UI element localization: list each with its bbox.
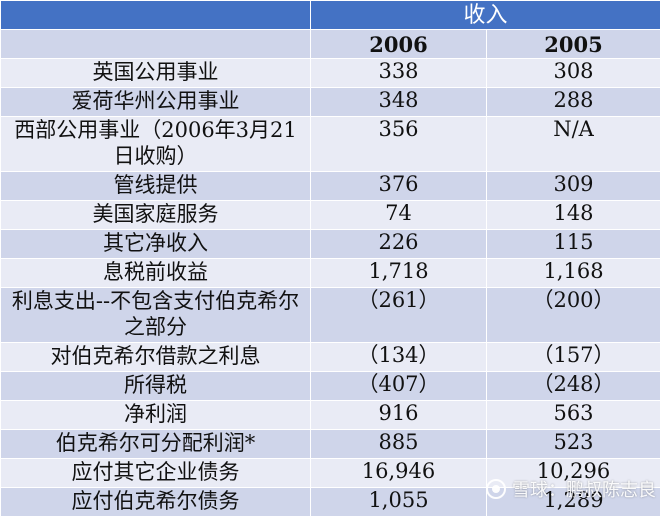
table-row: 对伯克希尔借款之利息 （134） （157）	[1, 343, 660, 372]
value-2005: 115	[487, 230, 660, 259]
value-2006: 348	[311, 88, 487, 117]
year-2005-header: 2005	[487, 30, 660, 59]
value-2005: 308	[487, 59, 660, 88]
row-label: 英国公用事业	[1, 59, 311, 88]
value-2005: N/A	[487, 117, 660, 172]
watermark: 雪球：鹏叔陈志良	[486, 476, 656, 502]
row-label: 管线提供	[1, 172, 311, 201]
group-header: 收入	[311, 1, 660, 30]
snowball-logo-icon	[486, 479, 506, 499]
row-label: 应付其它企业债务	[1, 459, 311, 488]
value-2005: （248）	[487, 372, 660, 401]
year-header-row: 2006 2005	[1, 30, 660, 59]
table-row: 息税前收益 1,718 1,168	[1, 259, 660, 288]
table-row: 美国家庭服务 74 148	[1, 201, 660, 230]
row-label: 所得税	[1, 372, 311, 401]
table-row: 净利润 916 563	[1, 401, 660, 430]
row-label: 伯克希尔可分配利润*	[1, 430, 311, 459]
year-2006-header: 2006	[311, 30, 487, 59]
value-2005: （157）	[487, 343, 660, 372]
row-label: 应付伯克希尔债务	[1, 488, 311, 517]
row-label: 净利润	[1, 401, 311, 430]
year-label-blank	[1, 30, 311, 59]
row-label: 其它净收入	[1, 230, 311, 259]
table-row: 爱荷华州公用事业 348 288	[1, 88, 660, 117]
row-label: 美国家庭服务	[1, 201, 311, 230]
row-label: 爱荷华州公用事业	[1, 88, 311, 117]
group-header-row: 收入	[1, 1, 660, 30]
value-2006: 1,718	[311, 259, 487, 288]
value-2006: 356	[311, 117, 487, 172]
table-row: 英国公用事业 338 308	[1, 59, 660, 88]
table-row: 利息支出--不包含支付伯克希尔之部分 （261） （200）	[1, 288, 660, 343]
value-2006: （134）	[311, 343, 487, 372]
watermark-text: 雪球：鹏叔陈志良	[512, 476, 656, 502]
value-2006: 885	[311, 430, 487, 459]
value-2005: 563	[487, 401, 660, 430]
row-label: 对伯克希尔借款之利息	[1, 343, 311, 372]
value-2006: 16,946	[311, 459, 487, 488]
row-label: 西部公用事业（2006年3月21日收购）	[1, 117, 311, 172]
value-2006: （261）	[311, 288, 487, 343]
table-row: 其它净收入 226 115	[1, 230, 660, 259]
table-row: 所得税 （407） （248）	[1, 372, 660, 401]
table-row: 伯克希尔可分配利润* 885 523	[1, 430, 660, 459]
row-label: 利息支出--不包含支付伯克希尔之部分	[1, 288, 311, 343]
value-2006: 338	[311, 59, 487, 88]
value-2006: （407）	[311, 372, 487, 401]
value-2006: 1,055	[311, 488, 487, 517]
value-2005: （200）	[487, 288, 660, 343]
page: 收入 2006 2005 英国公用事业 338 308 爱荷华州公用事业 348…	[0, 0, 660, 506]
value-2005: 1,168	[487, 259, 660, 288]
value-2005: 148	[487, 201, 660, 230]
table-row: 管线提供 376 309	[1, 172, 660, 201]
value-2005: 523	[487, 430, 660, 459]
table-row: 西部公用事业（2006年3月21日收购） 356 N/A	[1, 117, 660, 172]
value-2006: 916	[311, 401, 487, 430]
value-2005: 309	[487, 172, 660, 201]
value-2006: 226	[311, 230, 487, 259]
value-2006: 74	[311, 201, 487, 230]
header-blank-cell	[1, 1, 311, 30]
value-2005: 288	[487, 88, 660, 117]
row-label: 息税前收益	[1, 259, 311, 288]
value-2006: 376	[311, 172, 487, 201]
